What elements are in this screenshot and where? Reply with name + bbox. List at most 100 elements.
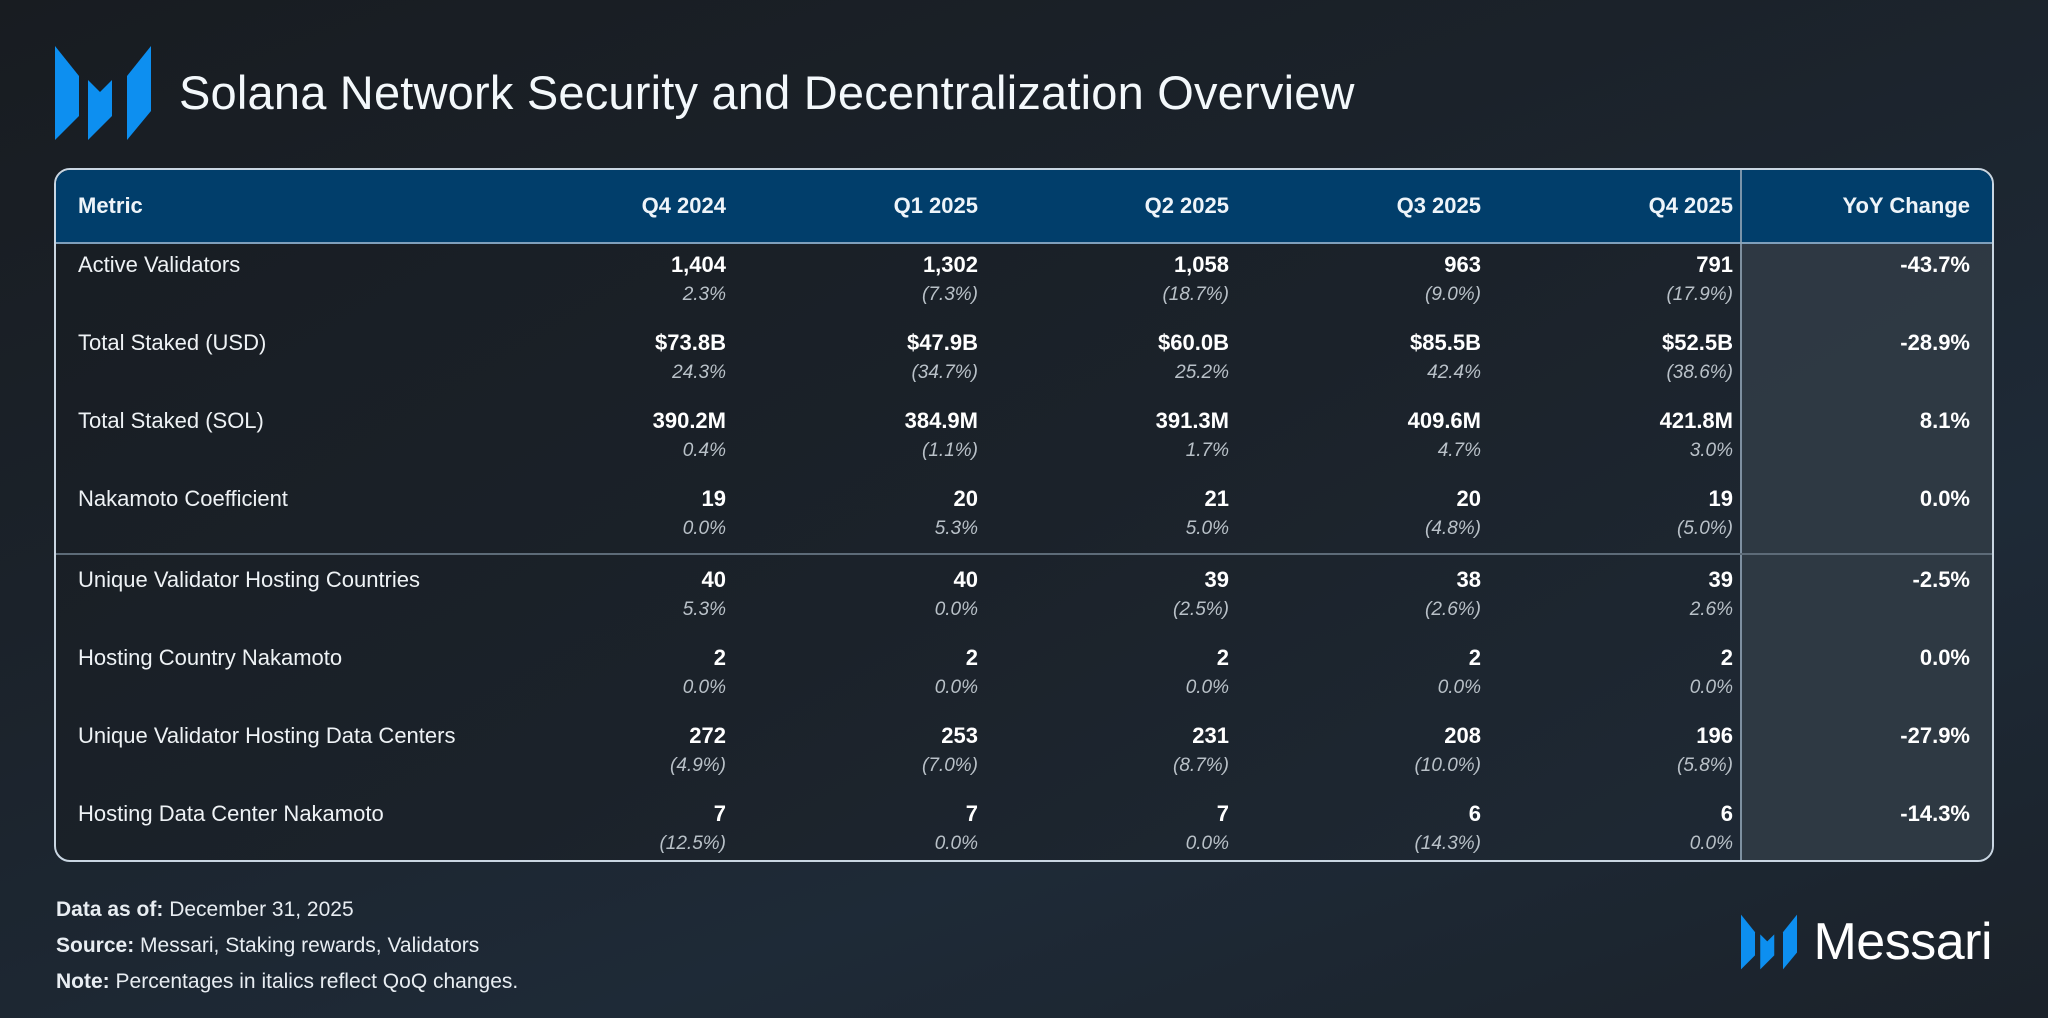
metric-label: Active Validators xyxy=(78,252,241,277)
note-label: Note: xyxy=(56,970,110,993)
yoy-column-divider xyxy=(1740,170,1742,860)
qoq-change: 0.0% xyxy=(1437,677,1481,698)
metric-value: 196 xyxy=(1696,723,1733,748)
value-cell: 21 5.0% xyxy=(1186,484,1229,544)
value-cell: 19 0.0% xyxy=(683,484,726,544)
value-cell: 38 (2.6%) xyxy=(1425,565,1481,625)
value-cell: 253 (7.0%) xyxy=(922,721,978,781)
qoq-change: 0.0% xyxy=(934,677,978,698)
qoq-change: (9.0%) xyxy=(1425,284,1481,305)
value-cell: 1,404 2.3% xyxy=(671,250,726,310)
value-cell: 208 (10.0%) xyxy=(1414,721,1481,781)
qoq-change: (18.7%) xyxy=(1162,284,1229,305)
value-cell: 19 (5.0%) xyxy=(1677,484,1733,544)
metric-value: 7 xyxy=(965,801,978,826)
qoq-change: 5.3% xyxy=(934,518,978,539)
data-as-of-label: Data as of: xyxy=(56,898,164,921)
value-cell: 40 5.3% xyxy=(683,565,726,625)
qoq-change: (17.9%) xyxy=(1666,284,1733,305)
metric-value: 2 xyxy=(1216,645,1229,670)
metric-value: 963 xyxy=(1444,252,1481,277)
metric-value: 2 xyxy=(965,645,978,670)
qoq-change: (10.0%) xyxy=(1414,755,1481,776)
source: Source: Messari, Staking rewards, Valida… xyxy=(56,928,518,964)
metric-value: 6 xyxy=(1468,801,1481,826)
metric-value: 1,058 xyxy=(1173,252,1229,277)
yoy-change-value: -43.7% xyxy=(1900,252,1970,277)
qoq-change: 25.2% xyxy=(1175,362,1229,383)
brand-logo: Messari xyxy=(1741,912,1992,972)
value-cell: 390.2M 0.4% xyxy=(653,406,726,466)
metric-value: 791 xyxy=(1696,252,1733,277)
value-cell: 384.9M (1.1%) xyxy=(905,406,978,466)
yoy-change-value: 0.0% xyxy=(1919,645,1970,670)
metric-value: 39 xyxy=(1708,567,1733,592)
column-header-q3-2025: Q3 2025 xyxy=(1396,193,1481,218)
qoq-change: 0.0% xyxy=(1185,677,1229,698)
metric-value: $85.5B xyxy=(1410,330,1481,355)
metric-value: $47.9B xyxy=(907,330,978,355)
value-cell: $85.5B 42.4% xyxy=(1410,328,1481,388)
metric-value: 231 xyxy=(1192,723,1229,748)
column-header-q4-2025: Q4 2025 xyxy=(1648,193,1733,218)
metric-value: 38 xyxy=(1456,567,1481,592)
yoy-change-value: 0.0% xyxy=(1919,486,1970,511)
value-cell: 20 5.3% xyxy=(935,484,978,544)
metric-value: 391.3M xyxy=(1155,408,1229,433)
value-cell: 391.3M 1.7% xyxy=(1156,406,1229,466)
qoq-change: 0.0% xyxy=(1689,833,1733,854)
metric-value: 19 xyxy=(701,486,726,511)
qoq-change: (34.7%) xyxy=(911,362,978,383)
value-cell: 20 (4.8%) xyxy=(1425,484,1481,544)
qoq-change: 1.7% xyxy=(1185,440,1229,461)
messari-logo-icon xyxy=(55,45,151,140)
note: Note: Percentages in italics reflect QoQ… xyxy=(56,964,518,1000)
metric-value: 19 xyxy=(1708,486,1733,511)
qoq-change: (5.8%) xyxy=(1677,755,1733,776)
metric-label: Hosting Country Nakamoto xyxy=(78,645,343,670)
data-as-of-value: December 31, 2025 xyxy=(169,898,354,921)
qoq-change: 24.3% xyxy=(672,362,726,383)
metric-label: Total Staked (USD) xyxy=(78,330,267,355)
yoy-change-value: 8.1% xyxy=(1919,408,1970,433)
qoq-change: 0.0% xyxy=(934,599,978,620)
value-cell: 2 0.0% xyxy=(935,643,978,703)
metric-value: 20 xyxy=(1456,486,1481,511)
page-title: Solana Network Security and Decentraliza… xyxy=(179,66,1355,119)
metric-value: 208 xyxy=(1444,723,1481,748)
qoq-change: (8.7%) xyxy=(1173,755,1229,776)
data-as-of: Data as of: December 31, 2025 xyxy=(56,892,518,928)
metric-value: 384.9M xyxy=(904,408,978,433)
metric-value: $52.5B xyxy=(1662,330,1733,355)
metric-value: 421.8M xyxy=(1659,408,1733,433)
metric-value: 2 xyxy=(1720,645,1733,670)
value-cell: 409.6M 4.7% xyxy=(1408,406,1481,466)
value-cell: 421.8M 3.0% xyxy=(1660,406,1733,466)
column-header-metric: Metric xyxy=(78,193,143,218)
qoq-change: (14.3%) xyxy=(1414,833,1481,854)
metric-value: 2 xyxy=(713,645,726,670)
metric-label: Unique Validator Hosting Data Centers xyxy=(78,723,456,748)
qoq-change: (12.5%) xyxy=(659,833,726,854)
metric-label: Hosting Data Center Nakamoto xyxy=(78,801,384,826)
qoq-change: (2.6%) xyxy=(1425,599,1481,620)
metric-value: $73.8B xyxy=(655,330,726,355)
metric-value: 409.6M xyxy=(1407,408,1481,433)
value-cell: 2 0.0% xyxy=(1186,643,1229,703)
qoq-change: 0.0% xyxy=(682,677,726,698)
qoq-change: (4.9%) xyxy=(670,755,726,776)
value-cell: 2 0.0% xyxy=(1690,643,1733,703)
qoq-change: 0.4% xyxy=(682,440,726,461)
column-header-q2-2025: Q2 2025 xyxy=(1144,193,1229,218)
value-cell: 7 (12.5%) xyxy=(659,799,726,859)
qoq-change: (5.0%) xyxy=(1677,518,1733,539)
qoq-change: (2.5%) xyxy=(1173,599,1229,620)
value-cell: 791 (17.9%) xyxy=(1666,250,1733,310)
column-header-q4-2024: Q4 2024 xyxy=(641,193,726,218)
yoy-change-value: -27.9% xyxy=(1900,723,1970,748)
metric-value: 272 xyxy=(689,723,726,748)
yoy-change-value: -14.3% xyxy=(1900,801,1970,826)
metric-value: 20 xyxy=(953,486,978,511)
metric-value: 2 xyxy=(1468,645,1481,670)
qoq-change: 42.4% xyxy=(1427,362,1481,383)
